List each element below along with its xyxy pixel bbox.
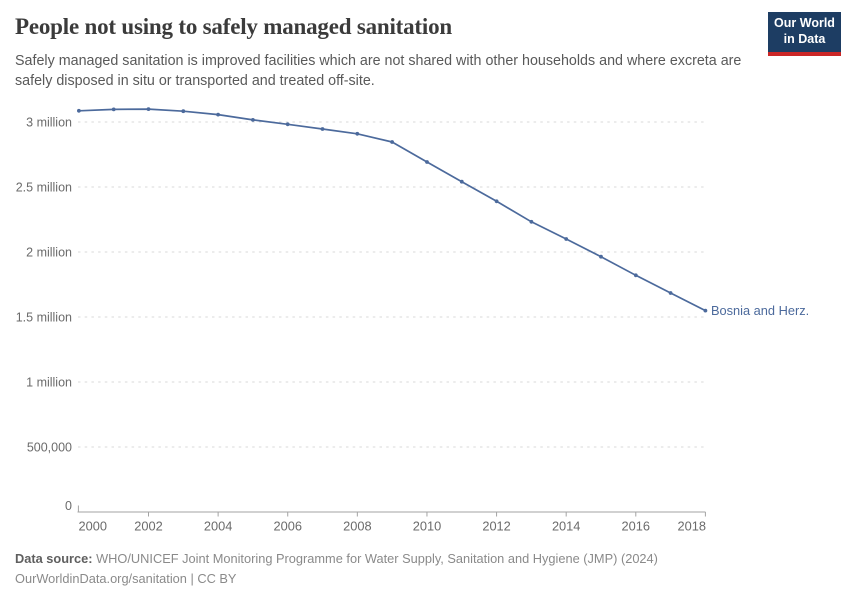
data-point-2000[interactable] bbox=[77, 108, 81, 113]
y-axis-label: 3 million bbox=[26, 116, 72, 130]
chart-footer: Data source: WHO/UNICEF Joint Monitoring… bbox=[15, 549, 658, 589]
data-source-line: Data source: WHO/UNICEF Joint Monitoring… bbox=[15, 549, 658, 569]
x-axis-label: 2016 bbox=[622, 519, 650, 534]
series-end-label[interactable]: Bosnia and Herz. bbox=[711, 303, 809, 318]
chart-title: People not using to safely managed sanit… bbox=[15, 14, 452, 39]
license-link[interactable]: OurWorldinData.org/sanitation | CC BY bbox=[15, 571, 237, 586]
owid-logo-line1: Our World bbox=[774, 16, 835, 30]
chart-subtitle: Safely managed sanitation is improved fa… bbox=[15, 53, 742, 89]
data-point-2016[interactable] bbox=[633, 273, 638, 278]
data-point-2010[interactable] bbox=[425, 160, 429, 164]
x-axis-label: 2006 bbox=[273, 519, 301, 534]
data-point-2005[interactable] bbox=[251, 118, 255, 122]
x-axis-label: 2002 bbox=[134, 519, 162, 534]
owid-logo-line2: in Data bbox=[783, 31, 826, 46]
data-point-2003[interactable] bbox=[181, 109, 186, 114]
x-axis-label: 2010 bbox=[413, 519, 441, 534]
data-point-2018[interactable] bbox=[703, 308, 708, 313]
y-axis-label: 0 bbox=[65, 499, 72, 513]
data-point-2013[interactable] bbox=[529, 219, 534, 224]
data-point-2001[interactable] bbox=[111, 107, 116, 112]
data-point-2002[interactable] bbox=[146, 107, 151, 111]
y-axis-label: 500,000 bbox=[27, 441, 72, 455]
data-point-2012[interactable] bbox=[494, 199, 499, 204]
data-point-2007[interactable] bbox=[320, 127, 325, 131]
trend-line[interactable] bbox=[78, 108, 707, 312]
data-point-2009[interactable] bbox=[390, 140, 394, 144]
x-axis-label: 2000 bbox=[79, 519, 107, 534]
x-axis-label: 2004 bbox=[204, 519, 232, 534]
data-point-2008[interactable] bbox=[355, 131, 360, 136]
data-source-label: Data source: bbox=[15, 551, 93, 566]
x-axis-label: 2008 bbox=[343, 519, 371, 534]
data-point-2011[interactable] bbox=[459, 179, 464, 184]
line-chart[interactable]: 0 500,000 1 million 1.5 million 2 million 2.5… bbox=[0, 90, 850, 550]
data-point-2004[interactable] bbox=[216, 112, 221, 117]
x-axis-label: 2012 bbox=[482, 519, 510, 534]
data-source-text: WHO/UNICEF Joint Monitoring Programme fo… bbox=[92, 551, 658, 566]
y-axis-label: 1.5 million bbox=[16, 311, 72, 325]
data-point-2017[interactable] bbox=[668, 291, 673, 295]
x-axis-label: 2018 bbox=[678, 519, 706, 534]
data-point-2015[interactable] bbox=[599, 254, 603, 259]
data-point-2006[interactable] bbox=[285, 122, 290, 127]
y-axis-label: 1 million bbox=[26, 376, 72, 390]
data-point-2014[interactable] bbox=[564, 237, 569, 241]
y-axis-label: 2.5 million bbox=[16, 181, 72, 195]
x-axis-label: 2014 bbox=[552, 519, 580, 534]
y-axis-label: 2 million bbox=[26, 246, 72, 260]
owid-logo[interactable]: Our World in Data bbox=[768, 12, 841, 56]
